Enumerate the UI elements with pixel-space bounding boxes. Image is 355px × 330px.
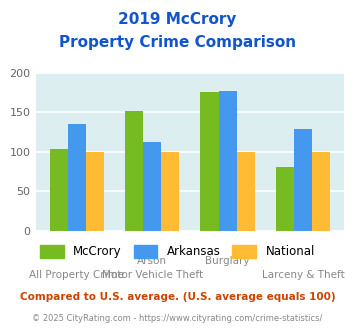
Bar [161, 152, 179, 231]
Bar [219, 91, 237, 231]
Text: Larceny & Theft: Larceny & Theft [262, 270, 344, 280]
Bar [276, 167, 294, 231]
Bar [50, 148, 68, 231]
Text: Arson: Arson [137, 256, 167, 266]
Text: Property Crime Comparison: Property Crime Comparison [59, 35, 296, 50]
Text: All Property Crime: All Property Crime [29, 270, 125, 280]
Bar [125, 112, 143, 231]
Text: Compared to U.S. average. (U.S. average equals 100): Compared to U.S. average. (U.S. average … [20, 292, 335, 302]
Bar [312, 152, 330, 231]
Bar [237, 152, 255, 231]
Bar [68, 124, 86, 231]
Bar [86, 152, 104, 231]
Text: Burglary: Burglary [205, 256, 250, 266]
Text: 2019 McCrory: 2019 McCrory [118, 12, 237, 26]
Text: © 2025 CityRating.com - https://www.cityrating.com/crime-statistics/: © 2025 CityRating.com - https://www.city… [32, 314, 323, 323]
Bar [143, 142, 161, 231]
Bar [201, 92, 219, 231]
Bar [294, 129, 312, 231]
Text: Motor Vehicle Theft: Motor Vehicle Theft [102, 270, 203, 280]
Legend: McCrory, Arkansas, National: McCrory, Arkansas, National [36, 240, 320, 263]
